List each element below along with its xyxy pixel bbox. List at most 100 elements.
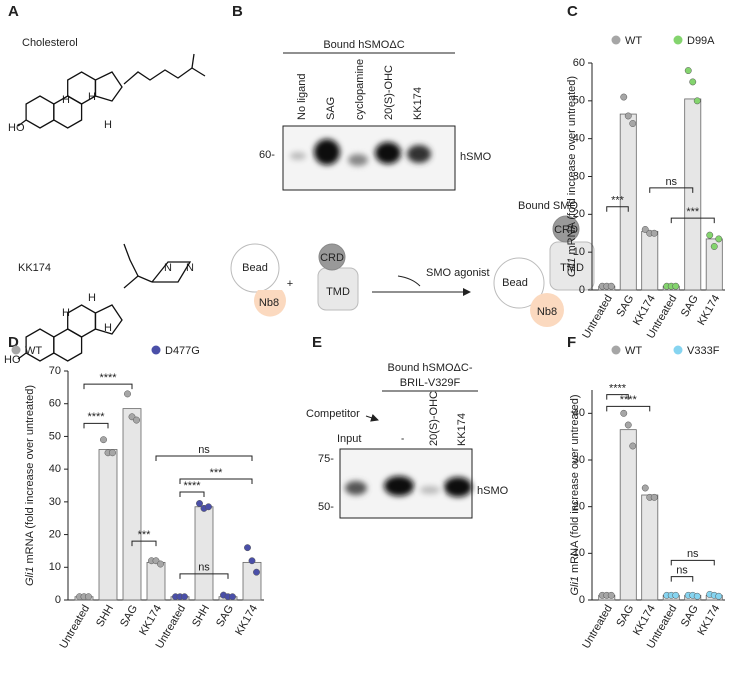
significance-bracket xyxy=(670,576,694,582)
panel-label: E xyxy=(312,334,322,351)
schematic-label: Nb8 xyxy=(537,306,557,318)
y-tick-label: 30 xyxy=(573,454,585,466)
panel-label: B xyxy=(232,3,243,20)
significance-label: *** xyxy=(611,195,625,207)
lane-label: ' xyxy=(400,438,412,440)
band-label: hSMO xyxy=(460,151,492,163)
gene-name: Gli1 xyxy=(569,576,581,596)
y-tick-label: 20 xyxy=(49,528,61,540)
significance-label: *** xyxy=(686,206,700,218)
replicate-dot xyxy=(620,93,628,101)
significance-label: **** xyxy=(99,372,117,384)
legend-swatch xyxy=(611,345,621,355)
arrow xyxy=(365,413,379,422)
replicate-dot xyxy=(124,390,131,398)
blot-header: Bound hSMOΔC- xyxy=(388,362,473,374)
significance-label: **** xyxy=(183,480,201,492)
significance-bracket xyxy=(179,478,253,484)
y-tick-label: 20 xyxy=(573,208,585,220)
replicate-dot xyxy=(629,120,637,127)
significance-label: ns xyxy=(687,548,699,560)
replicate-dot xyxy=(624,421,632,429)
x-tick-label: Untreated xyxy=(580,603,615,651)
x-tick-label: Untreated xyxy=(580,293,615,341)
y-tick-label: 60 xyxy=(49,398,61,410)
size-marker: 50- xyxy=(318,501,334,513)
competitor-label: Competitor xyxy=(306,408,360,420)
schematic-label: TMD xyxy=(326,286,350,298)
y-tick-label: 40 xyxy=(573,133,585,145)
significance-label: *** xyxy=(210,467,224,479)
legend-label: WT xyxy=(25,345,42,357)
significance-bracket xyxy=(83,383,133,390)
y-tick-label: 40 xyxy=(49,463,61,475)
y-tick-label: 70 xyxy=(49,365,61,377)
atom-label: N xyxy=(186,262,194,274)
band-label: hSMO xyxy=(477,485,509,497)
y-axis-label-text: mRNA (fold increase over untreated) xyxy=(569,394,581,573)
replicate-dot xyxy=(109,449,116,457)
schematic-label: CRD xyxy=(554,224,578,236)
significance-label: ns xyxy=(665,176,677,188)
x-tick-label: SAG xyxy=(214,603,236,629)
significance-label: *** xyxy=(138,529,152,541)
bond xyxy=(17,119,27,127)
y-tick-label: 30 xyxy=(49,496,61,508)
x-tick-label: KK174 xyxy=(233,603,260,638)
replicate-dot xyxy=(706,231,714,239)
atom-label: H xyxy=(88,292,96,304)
legend-swatch xyxy=(11,345,21,355)
y-tick-label: 0 xyxy=(579,284,585,296)
atom-label: H xyxy=(104,119,112,131)
size-marker: 75- xyxy=(318,453,334,465)
y-axis-label: Gli1 mRNA (fold increase over untreated) xyxy=(24,385,36,586)
y-tick-label: 40 xyxy=(573,407,585,419)
y-tick-label: 10 xyxy=(49,561,61,573)
bar xyxy=(242,561,262,601)
panel-label: C xyxy=(567,3,578,20)
y-axis-label: Gli1 mRNA (fold increase over untreated) xyxy=(569,394,581,595)
atom-label: H xyxy=(62,94,70,106)
replicate-dot xyxy=(629,442,637,450)
lane-label: KK174 xyxy=(456,413,468,446)
significance-bracket xyxy=(606,405,651,412)
replicate-dot xyxy=(607,591,615,599)
replicate-dot xyxy=(253,568,260,576)
bond xyxy=(17,352,27,360)
replicate-dot xyxy=(710,243,718,250)
y-tick-label: 60 xyxy=(573,57,585,69)
y-tick-label: 10 xyxy=(573,547,585,559)
x-tick-label: KK174 xyxy=(695,603,722,638)
schematic-label: CRD xyxy=(320,252,344,264)
significance-label: ns xyxy=(676,565,688,577)
atom-label: HO xyxy=(8,122,25,134)
legend-swatch xyxy=(611,35,621,45)
significance-bracket xyxy=(670,559,715,566)
replicate-dot xyxy=(684,67,692,75)
lane-label: SAG xyxy=(325,97,337,120)
x-tick-label: SHH xyxy=(190,603,212,629)
y-axis-label: Gli1 mRNA (fold increase over untreated) xyxy=(566,76,578,277)
crd xyxy=(552,215,580,243)
bar xyxy=(641,494,659,601)
schematic-label: + xyxy=(287,278,293,290)
x-tick-label: KK174 xyxy=(695,293,722,328)
significance-bracket xyxy=(179,491,205,498)
arrow xyxy=(397,275,421,287)
tmd xyxy=(549,241,595,291)
replicate-dot xyxy=(650,229,658,237)
bar xyxy=(122,408,142,601)
significance-label: **** xyxy=(87,411,105,423)
gene-name: Gli1 xyxy=(24,566,36,586)
significance-bracket xyxy=(131,540,157,547)
ring xyxy=(94,304,123,335)
y-tick-label: 20 xyxy=(573,501,585,513)
blot-bands xyxy=(345,476,472,497)
replicate-dot xyxy=(133,416,140,424)
x-tick-label: SHH xyxy=(94,603,116,629)
replicate-dot xyxy=(715,592,723,600)
lane-label: No ligand xyxy=(296,74,308,120)
atom-label: H xyxy=(62,307,70,319)
molecule-name: Cholesterol xyxy=(22,37,78,49)
bar xyxy=(98,449,118,601)
